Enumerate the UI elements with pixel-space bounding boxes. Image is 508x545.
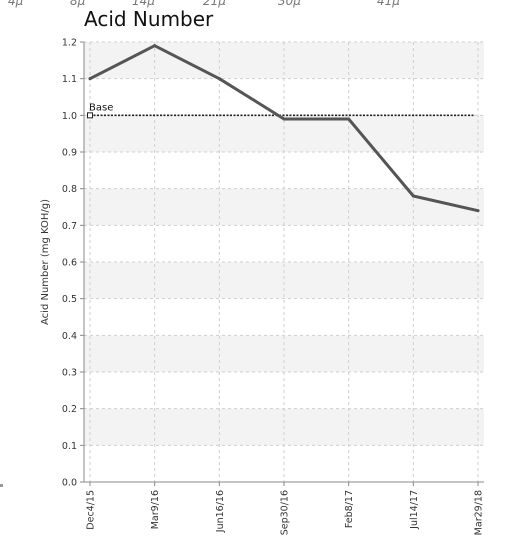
- y-tick-label: 0.8: [62, 184, 77, 195]
- x-tick-label: Mar9/16: [150, 490, 161, 529]
- x-axis-ticks: Dec4/15 Mar9/16 Jun16/16 Sep30/16 Feb8/17 Jul…: [86, 482, 485, 535]
- x-tick-label: Sep30/16: [280, 490, 291, 535]
- y-tick-label: 0.6: [62, 258, 77, 269]
- y-axis-ticks: 0.0 0.1 0.2 0.3 0.4 0.5 0.6 0.7 0.8 0.9 1.0 1.1 1.2: [62, 38, 84, 489]
- background-band: [84, 335, 484, 372]
- x-tick-label: Feb8/17: [344, 490, 355, 528]
- y-axis-title: Acid Number (mg KOH/g): [40, 199, 51, 325]
- base-reference: Base: [87, 102, 474, 119]
- y-tick-label: 0.2: [62, 404, 77, 415]
- top-strip-label: 41μ: [377, 0, 400, 8]
- top-strip-label: 4μ: [8, 0, 24, 8]
- top-strip-label: 30μ: [278, 0, 301, 8]
- y-tick-label: 1.1: [62, 74, 77, 85]
- x-tick-label: Dec4/15: [86, 490, 97, 530]
- base-label: Base: [89, 102, 113, 113]
- y-tick-label: 0.4: [62, 331, 77, 342]
- top-strip-label: 21μ: [203, 0, 226, 8]
- data-point: [88, 77, 92, 81]
- chart-title: Acid Number: [84, 7, 214, 31]
- y-tick-label: 0.7: [62, 221, 77, 232]
- y-tick-label: 1.2: [62, 38, 77, 49]
- y-tick-label: 0.9: [62, 148, 77, 159]
- x-tick-label: Jul14/17: [409, 490, 420, 530]
- background-band: [84, 262, 484, 299]
- y-tick-label: 0.1: [62, 441, 77, 452]
- data-point: [347, 117, 351, 121]
- data-point: [153, 44, 157, 48]
- top-strip: 4μ 8μ 14μ 21μ 30μ 41μ: [0, 0, 508, 10]
- edge-mark: [0, 484, 3, 487]
- y-tick-label: 0.0: [62, 478, 77, 489]
- background-band: [84, 298, 484, 336]
- data-point: [476, 209, 480, 213]
- top-strip-label: 8μ: [70, 0, 86, 8]
- top-strip-label: 14μ: [132, 0, 155, 8]
- data-point: [217, 77, 221, 81]
- data-point: [411, 194, 415, 198]
- y-tick-label: 0.5: [62, 294, 77, 305]
- y-tick-label: 0.3: [62, 368, 77, 379]
- x-tick-label: Mar29/18: [474, 490, 485, 535]
- x-tick-label: Jun16/16: [215, 490, 226, 533]
- data-point: [282, 117, 286, 121]
- y-tick-label: 1.0: [62, 111, 77, 122]
- series-group: [88, 44, 480, 213]
- base-marker: [87, 112, 93, 119]
- background-band: [84, 225, 484, 262]
